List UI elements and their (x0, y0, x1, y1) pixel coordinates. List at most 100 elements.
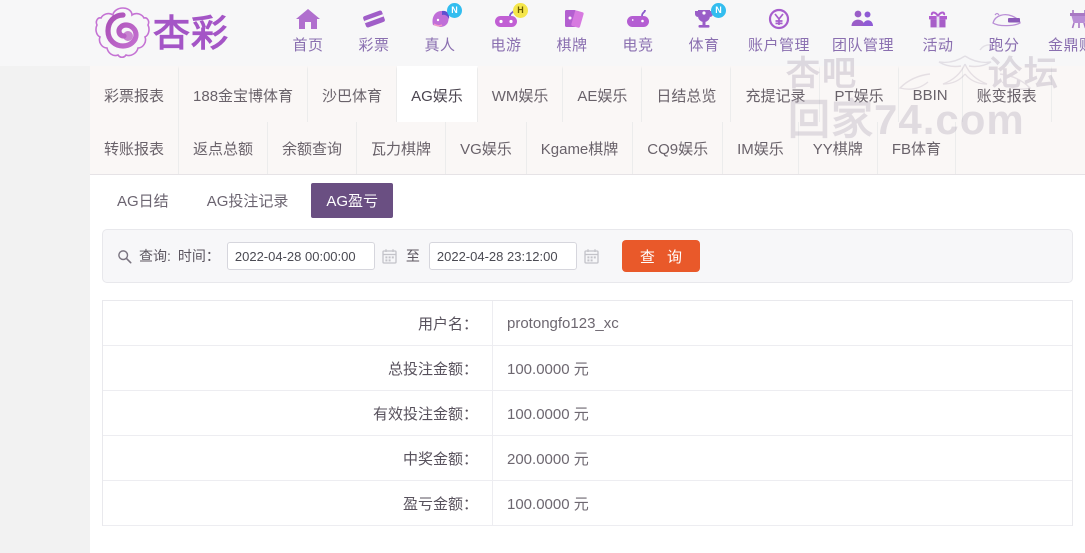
table-row: 盈亏金额： 100.0000 元 (103, 481, 1072, 526)
nav-badge: N (447, 3, 462, 18)
row-value: 200.0000 元 (507, 450, 589, 468)
table-row: 总投注金额： 100.0000 元 (103, 346, 1072, 391)
time-label: 时间： (177, 248, 220, 264)
row-value: 100.0000 元 (507, 495, 589, 513)
ding-vessel-icon (1064, 5, 1085, 33)
tab-bbin[interactable]: BBIN (899, 66, 963, 122)
tab-vg-entertainment[interactable]: VG娱乐 (446, 122, 527, 174)
nav-item-lottery[interactable]: 彩票 (341, 5, 407, 61)
nav-item-paofen[interactable]: 跑分 (971, 5, 1037, 61)
site-header: 杏彩 首页 (0, 0, 1085, 66)
nav-label: 首页 (292, 37, 324, 54)
tab-daily-overview[interactable]: 日结总览 (642, 66, 732, 122)
nav-badge: N (711, 3, 726, 18)
end-date-input[interactable] (428, 242, 577, 270)
tab-deposit-withdraw-records[interactable]: 充提记录 (731, 66, 821, 122)
gamepad-icon: H (491, 3, 528, 33)
calendar-icon[interactable] (382, 248, 397, 264)
nav-item-sports[interactable]: N 体育 (671, 3, 737, 61)
nav-label: 棋牌 (556, 37, 588, 54)
profit-loss-table: 用户名： protongfo123_xc 总投注金额： 100.0000 元 有… (102, 300, 1073, 526)
query-label: 查询: (139, 248, 171, 264)
row-value: 100.0000 元 (507, 405, 589, 423)
people-icon (848, 5, 878, 33)
yuan-coin-icon (764, 5, 794, 33)
tab-account-change-report[interactable]: 账变报表 (963, 66, 1052, 122)
row-value: protongfo123_xc (507, 314, 619, 332)
tab-cq9-entertainment[interactable]: CQ9娱乐 (633, 122, 724, 174)
start-date-input[interactable] (226, 242, 375, 270)
row-value: 100.0000 元 (507, 360, 589, 378)
tab-ag-entertainment[interactable]: AG娱乐 (397, 66, 478, 122)
report-tabs-row-2: 转账报表 返点总额 余额查询 瓦力棋牌 VG娱乐 Kgame棋牌 CQ9娱乐 I… (90, 122, 1085, 174)
tab-188-sports[interactable]: 188金宝博体育 (179, 66, 309, 122)
content-panel: 彩票报表 188金宝博体育 沙巴体育 AG娱乐 WM娱乐 AE娱乐 日结总览 充… (90, 66, 1085, 553)
tab-im-entertainment[interactable]: IM娱乐 (723, 122, 799, 174)
table-row: 中奖金额： 200.0000 元 (103, 436, 1072, 481)
query-button[interactable]: 查 询 (621, 240, 701, 272)
row-label: 总投注金额： (103, 346, 493, 390)
tab-pt-entertainment[interactable]: PT娱乐 (820, 66, 899, 122)
tab-fb-sports[interactable]: FB体育 (878, 122, 956, 174)
tab-balance-query[interactable]: 余额查询 (268, 122, 358, 174)
subtab-ag-profit-loss[interactable]: AG盈亏 (311, 182, 394, 218)
nav-item-chess[interactable]: 棋牌 (539, 5, 605, 61)
tab-yy-chess[interactable]: YY棋牌 (799, 122, 878, 174)
magnifier-icon (118, 249, 132, 263)
tab-transfer-report[interactable]: 转账报表 (90, 122, 180, 174)
nav-label: 电游 (490, 37, 522, 54)
nav-item-promotion[interactable]: 活动 (905, 5, 971, 61)
main-nav: 首页 彩票 (275, 3, 1085, 61)
tab-rebate-total[interactable]: 返点总额 (179, 122, 269, 174)
nav-badge: H (513, 3, 528, 18)
subtab-ag-bet-records[interactable]: AG投注记录 (206, 192, 289, 210)
row-label: 中奖金额： (103, 436, 493, 480)
report-tabs-row-1: 彩票报表 188金宝博体育 沙巴体育 AG娱乐 WM娱乐 AE娱乐 日结总览 充… (90, 66, 1085, 122)
nav-item-egames[interactable]: H 电游 (473, 3, 539, 61)
nav-label: 金鼎财富 (1047, 37, 1085, 54)
esports-icon (623, 5, 653, 33)
calendar-icon[interactable] (584, 248, 599, 264)
nav-label: 彩票 (358, 37, 390, 54)
date-range-separator: 至 (405, 248, 420, 264)
nav-label: 团队管理 (831, 37, 894, 54)
nav-label: 体育 (688, 37, 720, 54)
ag-subtabs: AG日结 AG投注记录 AG盈亏 (90, 175, 1085, 225)
lotus-logo-icon (95, 7, 150, 59)
nav-item-home[interactable]: 首页 (275, 5, 341, 61)
nav-item-jinding[interactable]: 金鼎财富 (1037, 5, 1085, 61)
cards-icon (557, 5, 587, 33)
tab-shaba-sports[interactable]: 沙巴体育 (308, 66, 398, 122)
query-toolbar: 查询: 时间： 至 (102, 229, 1073, 283)
tab-ae-entertainment[interactable]: AE娱乐 (563, 66, 643, 122)
row-label: 盈亏金额： (103, 481, 493, 525)
brand-logo[interactable]: 杏彩 (95, 5, 257, 61)
live-dealer-icon: N (425, 3, 462, 33)
trophy-icon: N (689, 3, 726, 33)
report-tabs: 彩票报表 188金宝博体育 沙巴体育 AG娱乐 WM娱乐 AE娱乐 日结总览 充… (90, 66, 1085, 175)
tab-wali-chess[interactable]: 瓦力棋牌 (357, 122, 447, 174)
nav-item-account[interactable]: 账户管理 (737, 5, 821, 61)
nav-item-team[interactable]: 团队管理 (821, 5, 905, 61)
nav-label: 账户管理 (747, 37, 810, 54)
brand-wordmark: 杏彩 (153, 12, 229, 55)
tab-kgame-chess[interactable]: Kgame棋牌 (527, 122, 634, 174)
nav-label: 真人 (424, 37, 456, 54)
ticket-icon (359, 5, 389, 33)
nav-item-live[interactable]: N 真人 (407, 3, 473, 61)
subtab-ag-daily[interactable]: AG日结 (117, 192, 169, 210)
home-icon (293, 5, 323, 33)
row-label: 用户名： (103, 301, 493, 345)
nav-item-esports[interactable]: 电竞 (605, 5, 671, 61)
table-row: 有效投注金额： 100.0000 元 (103, 391, 1072, 436)
svg-text:杏彩: 杏彩 (153, 12, 229, 55)
nav-label: 活动 (922, 37, 954, 54)
table-row: 用户名： protongfo123_xc (103, 301, 1072, 346)
nav-label: 电竞 (622, 37, 654, 54)
tab-wm-entertainment[interactable]: WM娱乐 (478, 66, 564, 122)
row-label: 有效投注金额： (103, 391, 493, 435)
nav-label: 跑分 (988, 37, 1020, 54)
whale-icon (989, 5, 1021, 33)
tab-caipiao-baobiao[interactable]: 彩票报表 (90, 66, 180, 122)
